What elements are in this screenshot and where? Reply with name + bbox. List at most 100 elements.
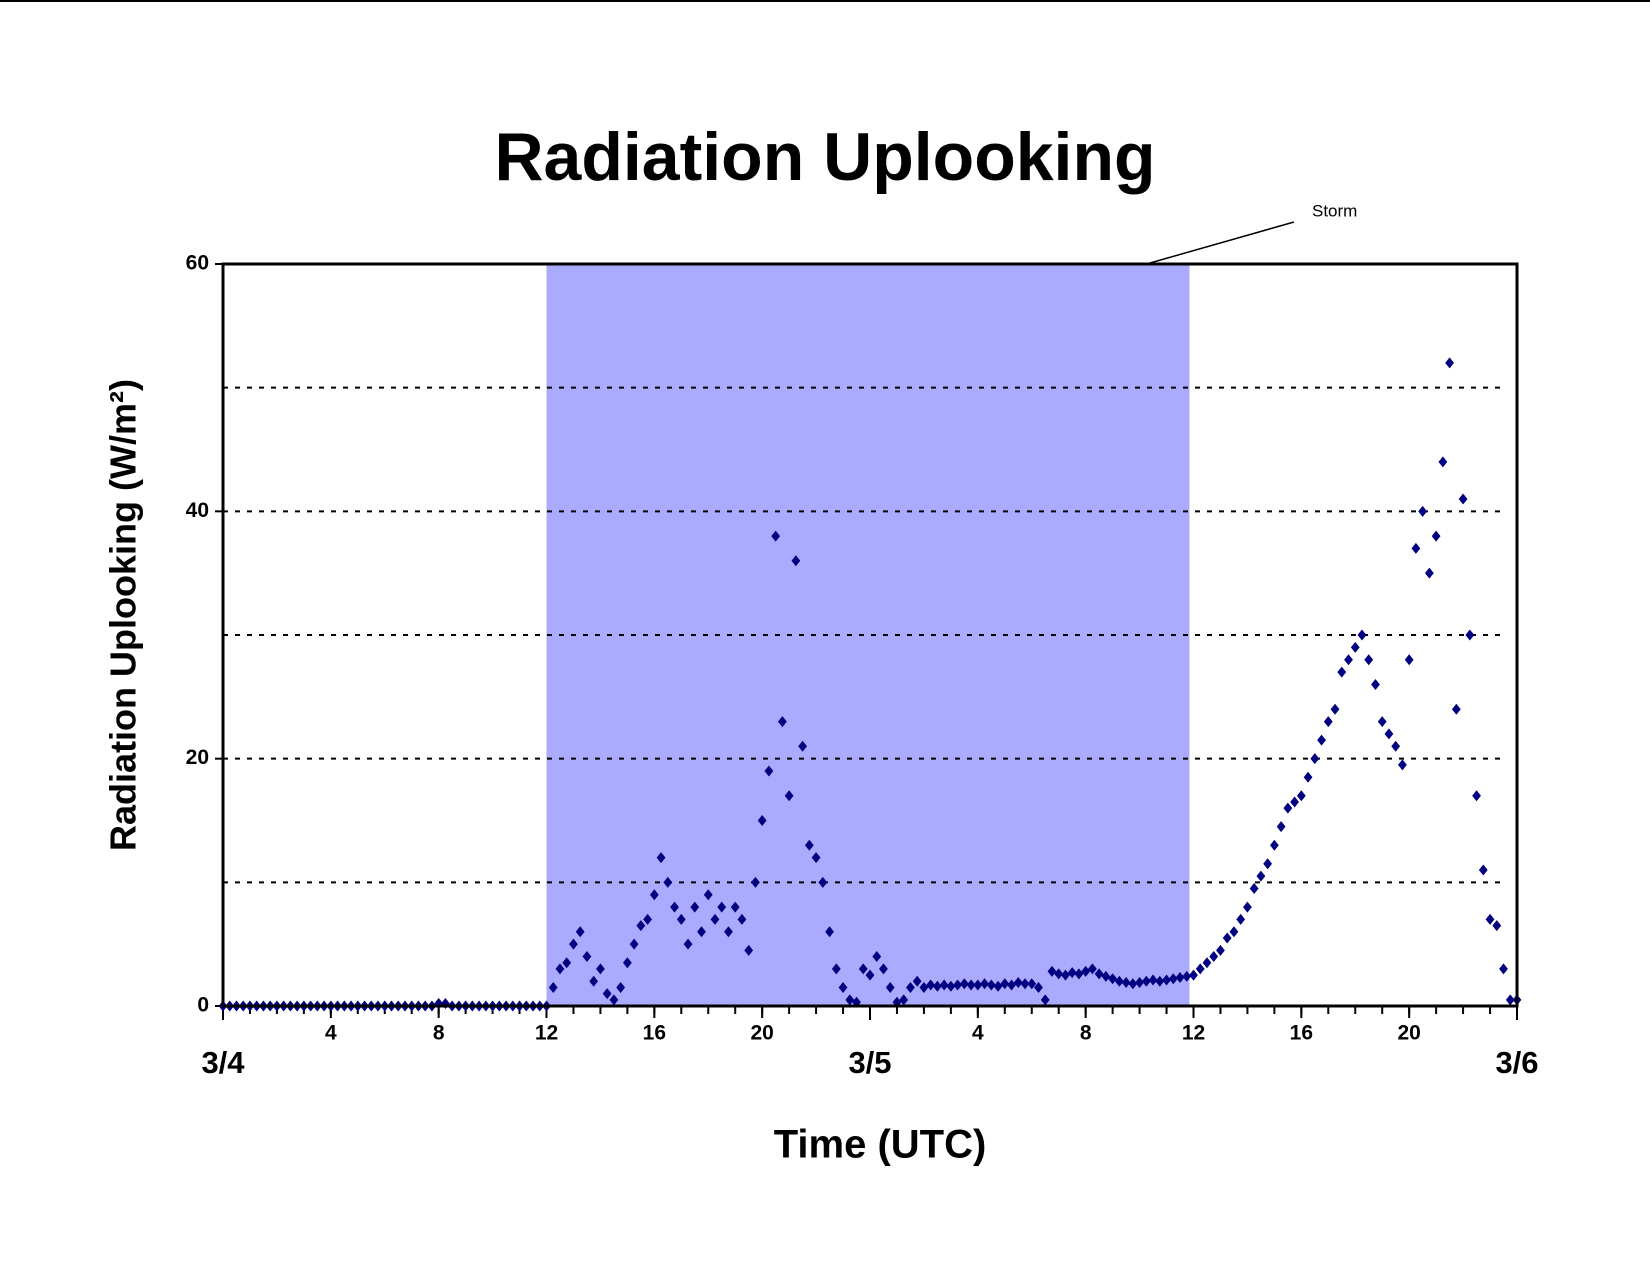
data-point <box>589 975 599 987</box>
data-point <box>1114 975 1124 987</box>
data-point <box>825 926 834 938</box>
data-point <box>1303 771 1313 783</box>
data-point <box>946 980 956 992</box>
data-point <box>1040 994 1050 1006</box>
x-tick-label: 12 <box>1182 1022 1205 1045</box>
data-point <box>1054 968 1064 980</box>
data-point <box>1175 972 1185 984</box>
x-tick-label: 20 <box>750 1022 773 1045</box>
data-point <box>1404 654 1414 666</box>
data-point <box>629 938 639 950</box>
data-point <box>1249 883 1259 895</box>
data-point <box>1101 970 1111 982</box>
data-point <box>582 951 592 963</box>
data-point <box>1209 951 1219 963</box>
data-point <box>683 938 693 950</box>
data-point <box>1418 505 1428 517</box>
data-point <box>1020 978 1030 990</box>
data-point <box>1148 974 1158 986</box>
annotation-leader <box>1149 221 1295 264</box>
data-point <box>1472 790 1481 802</box>
y-tick-label: 40 <box>186 499 209 522</box>
y-tick-label: 0 <box>197 994 209 1017</box>
x-day-label: 3/5 <box>848 1045 891 1080</box>
data-point <box>663 876 673 888</box>
data-point <box>1182 970 1192 982</box>
data-point <box>757 815 767 826</box>
data-point <box>1243 901 1252 913</box>
y-tick-label: 60 <box>186 252 209 275</box>
data-point <box>569 938 578 950</box>
data-point <box>872 951 882 963</box>
data-point <box>1499 963 1508 975</box>
data-point <box>1189 969 1198 981</box>
data-point <box>1344 654 1353 666</box>
data-point <box>562 957 572 969</box>
data-point <box>1061 969 1070 981</box>
data-point <box>885 981 895 993</box>
data-point <box>1451 703 1461 715</box>
data-point <box>751 876 760 888</box>
data-point <box>1195 963 1205 975</box>
data-point <box>1492 920 1502 932</box>
data-point <box>622 957 632 969</box>
data-point <box>906 981 915 993</box>
data-point <box>926 979 936 991</box>
data-point <box>1088 963 1097 975</box>
data-point <box>980 978 989 990</box>
data-point <box>1141 975 1151 987</box>
data-point <box>777 716 787 728</box>
data-point <box>697 926 706 938</box>
data-point <box>1202 957 1212 969</box>
data-point <box>932 980 942 992</box>
data-point <box>575 926 585 938</box>
x-tick-label: 12 <box>535 1022 558 1045</box>
data-point <box>609 994 619 1006</box>
x-tick-label: 8 <box>433 1022 445 1045</box>
data-point <box>1485 913 1495 925</box>
data-point <box>596 963 605 975</box>
storm-shade <box>546 264 1190 1006</box>
data-point <box>1398 759 1407 771</box>
data-point <box>1263 858 1273 870</box>
data-point <box>784 790 794 802</box>
data-point <box>1216 944 1225 956</box>
data-point <box>831 963 841 975</box>
y-tick-label: 20 <box>186 746 209 769</box>
data-point <box>919 981 929 993</box>
data-point <box>441 998 450 1010</box>
data-point <box>616 981 626 993</box>
data-point <box>1364 654 1374 666</box>
data-point <box>1438 456 1448 468</box>
data-point <box>710 913 720 925</box>
data-point <box>690 901 700 913</box>
data-point <box>764 765 774 777</box>
data-point <box>959 978 969 990</box>
data-point <box>771 530 781 542</box>
data-point <box>899 994 909 1006</box>
data-point <box>703 889 713 901</box>
data-point <box>1357 629 1367 641</box>
data-point <box>973 979 983 991</box>
data-point <box>1013 977 1023 989</box>
plot-frame <box>221 262 1519 1008</box>
data-point <box>1478 864 1488 876</box>
data-point <box>737 913 747 925</box>
data-point <box>643 913 652 925</box>
data-point <box>1283 802 1293 814</box>
data-point <box>986 979 996 991</box>
x-tick-label: 4 <box>325 1022 337 1045</box>
data-point <box>717 901 727 913</box>
data-point <box>1000 978 1010 990</box>
data-point <box>1337 666 1347 678</box>
data-point <box>1411 542 1421 554</box>
data-point <box>966 979 976 991</box>
data-point <box>798 740 808 752</box>
data-point <box>993 980 1003 992</box>
data-point <box>804 839 814 851</box>
data-point <box>1391 740 1401 752</box>
data-point <box>744 944 754 956</box>
data-point <box>811 852 821 864</box>
data-point <box>555 963 565 975</box>
